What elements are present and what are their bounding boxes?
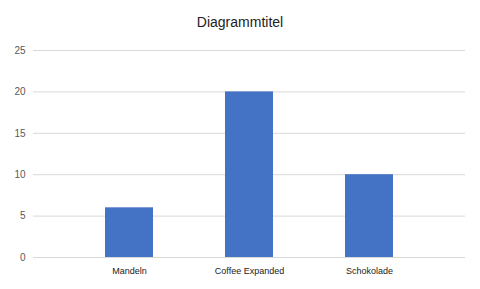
- svg-text:15: 15: [14, 128, 26, 139]
- svg-text:25: 25: [14, 45, 26, 56]
- svg-text:0: 0: [20, 252, 26, 263]
- svg-text:Coffee Expanded: Coffee Expanded: [215, 266, 284, 276]
- svg-text:Schokolade: Schokolade: [346, 266, 393, 276]
- svg-text:5: 5: [20, 210, 26, 221]
- svg-text:10: 10: [14, 169, 26, 180]
- svg-text:20: 20: [14, 86, 26, 97]
- svg-text:Mandeln: Mandeln: [112, 266, 147, 276]
- html-text:Diagrammtitel: Diagrammtitel: [196, 14, 284, 30]
